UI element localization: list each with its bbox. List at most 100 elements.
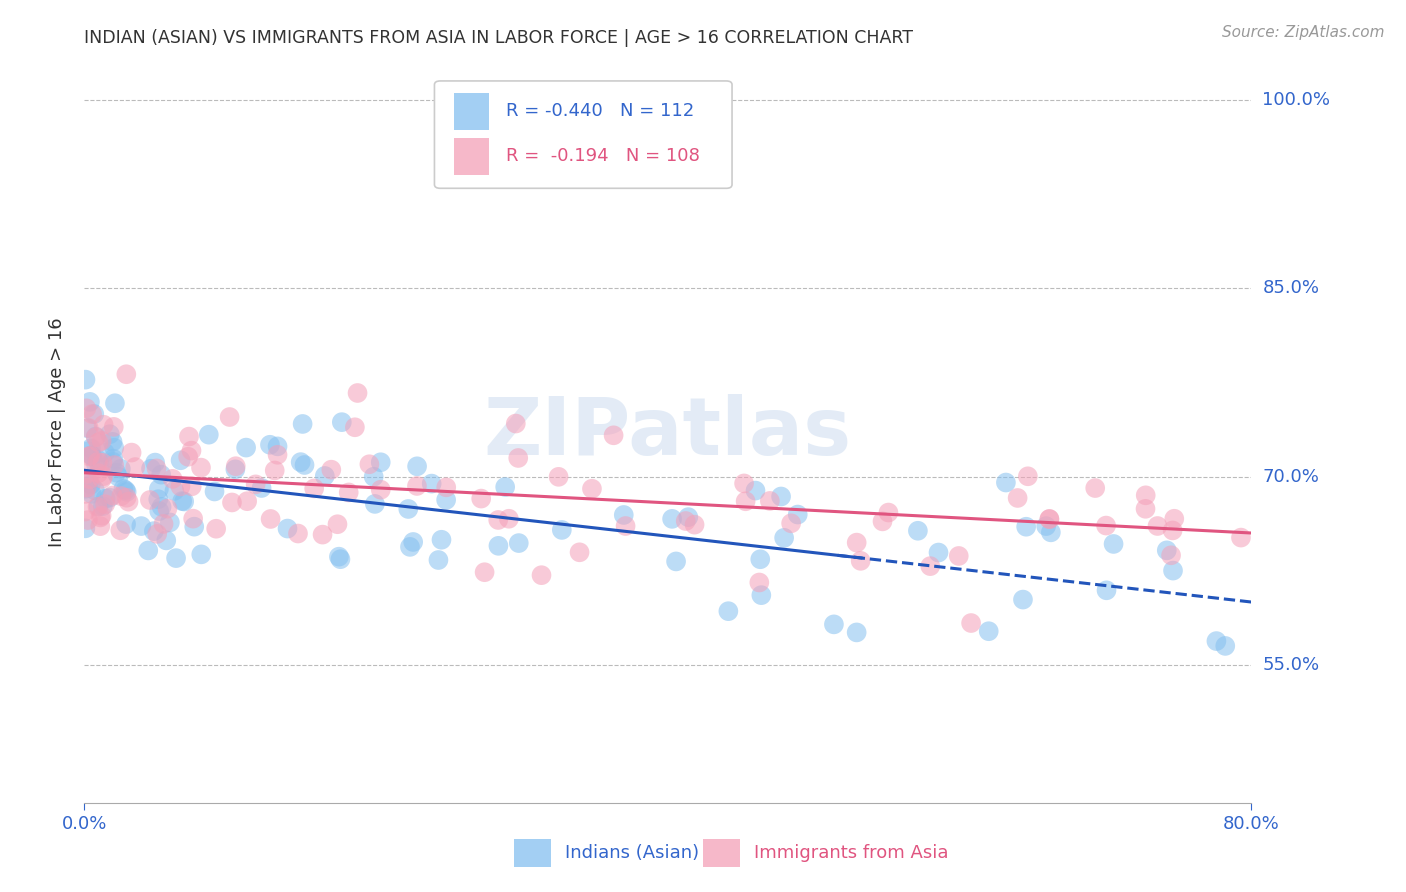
Point — [266, 448, 288, 462]
Point — [115, 491, 138, 505]
Bar — [454, 137, 489, 175]
Point — [94, 497, 117, 511]
Point — [103, 441, 125, 455]
Point — [748, 575, 770, 590]
Point — [177, 450, 200, 464]
Point — [89, 519, 111, 533]
Point — [165, 551, 187, 566]
Point — [675, 514, 697, 528]
Point — [734, 494, 756, 508]
Point — [486, 513, 509, 527]
Point — [87, 500, 110, 514]
Text: R = -0.440   N = 112: R = -0.440 N = 112 — [506, 102, 695, 120]
Point — [235, 441, 257, 455]
Point — [150, 467, 173, 482]
Point — [661, 512, 683, 526]
Point — [110, 523, 132, 537]
Point — [530, 568, 553, 582]
Point — [82, 449, 104, 463]
Point — [98, 427, 121, 442]
Point — [717, 604, 740, 618]
Point — [494, 480, 516, 494]
Point — [733, 476, 755, 491]
Point — [1161, 564, 1184, 578]
Point — [259, 438, 281, 452]
Point — [505, 417, 527, 431]
Point — [683, 517, 706, 532]
Point — [614, 519, 637, 533]
Point — [90, 434, 112, 448]
Point — [927, 545, 949, 559]
Point — [474, 566, 496, 580]
Point — [370, 455, 392, 469]
Point — [236, 494, 259, 508]
Point — [786, 508, 808, 522]
Point — [470, 491, 492, 506]
Point — [1007, 491, 1029, 505]
Y-axis label: In Labor Force | Age > 16: In Labor Force | Age > 16 — [48, 318, 66, 548]
Point — [146, 527, 169, 541]
Point — [259, 512, 281, 526]
Point — [86, 500, 108, 514]
Point — [665, 554, 688, 568]
Point — [75, 504, 97, 518]
Point — [498, 512, 520, 526]
Point — [91, 456, 114, 470]
Text: 70.0%: 70.0% — [1263, 467, 1319, 485]
Point — [84, 429, 107, 443]
Point — [1163, 512, 1185, 526]
Point — [84, 458, 107, 472]
Point — [406, 459, 429, 474]
Point — [1156, 543, 1178, 558]
Text: Source: ZipAtlas.com: Source: ZipAtlas.com — [1222, 25, 1385, 40]
Point — [224, 462, 246, 476]
Point — [105, 466, 128, 480]
Point — [287, 526, 309, 541]
Point — [181, 511, 204, 525]
Point — [155, 533, 177, 548]
Point — [114, 483, 136, 498]
Point — [93, 417, 115, 432]
Text: 85.0%: 85.0% — [1263, 279, 1319, 297]
Point — [75, 521, 97, 535]
Point — [75, 373, 97, 387]
Point — [977, 624, 1000, 639]
Point — [76, 481, 98, 495]
Point — [1160, 549, 1182, 563]
Point — [180, 479, 202, 493]
Point — [547, 470, 569, 484]
Point — [430, 533, 453, 547]
Point — [204, 484, 226, 499]
Point — [169, 479, 191, 493]
Point — [143, 456, 166, 470]
Point — [76, 421, 98, 435]
Point — [110, 489, 132, 503]
Point — [77, 475, 100, 490]
Point — [960, 615, 983, 630]
Point — [173, 494, 195, 508]
Point — [80, 487, 103, 501]
Point — [94, 491, 117, 506]
Point — [330, 415, 353, 429]
Point — [343, 420, 366, 434]
Point — [110, 462, 132, 476]
Point — [117, 494, 139, 508]
Point — [613, 508, 636, 522]
Point — [183, 519, 205, 533]
Point — [89, 458, 111, 472]
Bar — [703, 839, 740, 867]
Point — [749, 588, 772, 602]
Point — [907, 524, 929, 538]
Point — [250, 481, 273, 495]
Point — [1039, 525, 1062, 540]
Point — [551, 523, 574, 537]
Point — [84, 483, 107, 498]
Text: ZIPatlas: ZIPatlas — [484, 393, 852, 472]
Point — [156, 501, 179, 516]
Point — [920, 559, 942, 574]
Point — [172, 494, 194, 508]
Text: 55.0%: 55.0% — [1263, 656, 1320, 673]
Point — [744, 483, 766, 498]
Point — [91, 499, 114, 513]
Point — [770, 490, 793, 504]
